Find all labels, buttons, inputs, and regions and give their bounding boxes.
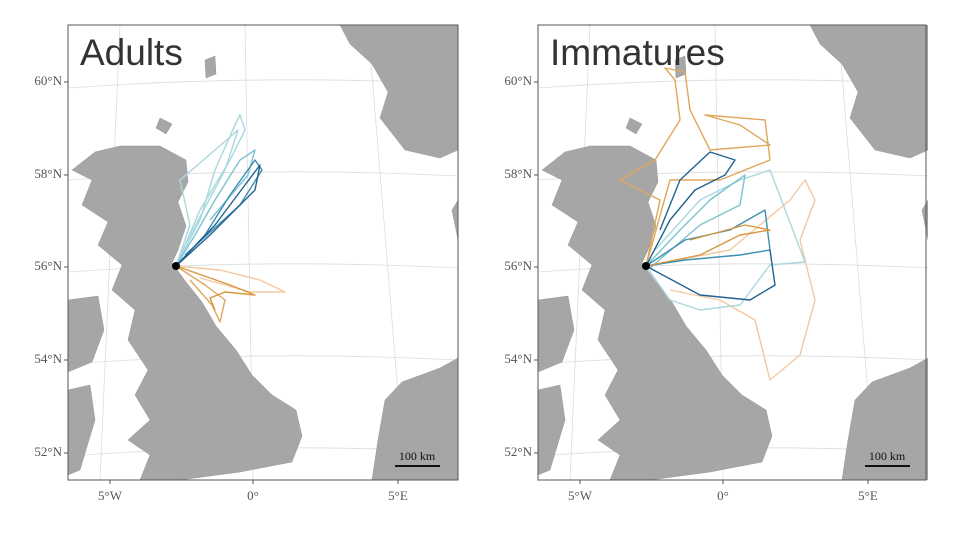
tracks	[619, 67, 816, 381]
lon-label: 0°	[247, 488, 259, 503]
lon-label: 5°E	[388, 488, 408, 503]
panel-title: Adults	[80, 32, 183, 73]
tracks	[175, 114, 286, 323]
lat-label: 54°N	[34, 351, 62, 366]
lat-label: 56°N	[504, 258, 532, 273]
panel-immatures	[537, 24, 928, 481]
lon-label: 0°	[717, 488, 729, 503]
lat-label: 52°N	[34, 444, 62, 459]
scale-label: 100 km	[869, 449, 906, 463]
panel-title: Immatures	[550, 32, 725, 73]
lat-label: 60°N	[504, 73, 532, 88]
panel-adults	[67, 24, 459, 481]
lat-label: 56°N	[34, 258, 62, 273]
lat-label: 58°N	[504, 166, 532, 181]
lat-label: 60°N	[34, 73, 62, 88]
lat-label: 52°N	[504, 444, 532, 459]
lat-label: 54°N	[504, 351, 532, 366]
scale-label: 100 km	[399, 449, 436, 463]
lon-label: 5°W	[98, 488, 123, 503]
lat-label: 58°N	[34, 166, 62, 181]
lon-label: 5°W	[568, 488, 593, 503]
lon-label: 5°E	[858, 488, 878, 503]
